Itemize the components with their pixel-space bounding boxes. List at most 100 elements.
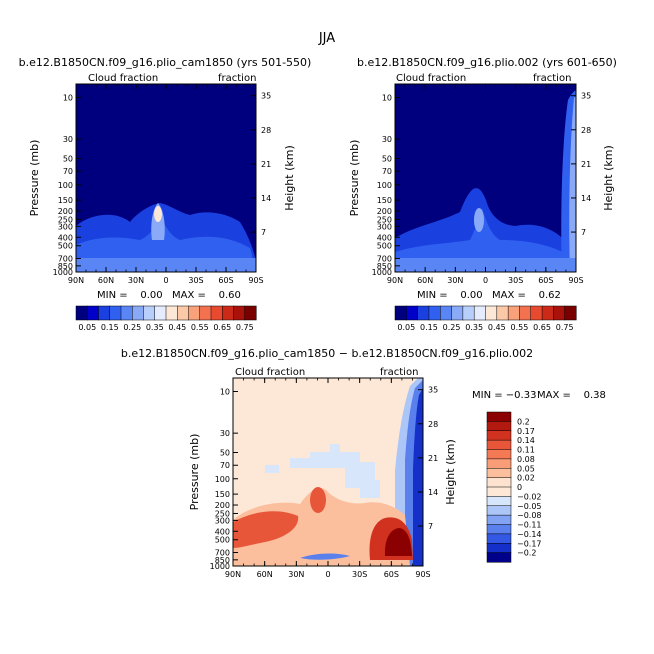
colorbar-label: 0.75 — [556, 323, 574, 332]
colorbar-swatch — [451, 305, 464, 321]
y-tick-label: 10 — [220, 388, 230, 397]
colorbar-swatch — [541, 305, 554, 321]
panel-2-right-label: fraction — [533, 73, 571, 84]
y-tick-label: 300 — [377, 222, 392, 231]
panel-3-y2label: Height (km) — [444, 439, 457, 505]
colorbar-swatch — [109, 305, 122, 321]
y-tick-label: 700 — [377, 254, 392, 263]
y-tick-label: 250 — [215, 509, 230, 518]
x-tick-label: 90S — [248, 276, 263, 285]
panel-1-colorbar: 0.05 0.15 0.25 0.35 0.45 0.55 0.65 0.75 — [75, 305, 257, 332]
panel-3-positive-core-left — [233, 511, 299, 548]
panel-2-ylabel: Pressure (mb) — [348, 140, 361, 217]
x-tick-label: 0 — [483, 276, 488, 285]
x-tick-label: 60N — [417, 276, 433, 285]
colorbar-swatch — [486, 505, 512, 516]
x-tick-label: 90S — [568, 276, 583, 285]
y2-tick-label: 14 — [261, 194, 271, 203]
panel-1: b.e12.B1850CN.f09_g16.plio_cam1850 (yrs … — [19, 56, 312, 332]
colorbar-swatch — [486, 552, 512, 563]
colorbar-swatch — [417, 305, 430, 321]
colorbar-label: 0.35 — [146, 323, 164, 332]
panel-2-title: b.e12.B1850CN.f09_g16.plio.002 (yrs 601-… — [357, 56, 617, 69]
colorbar-label: 0.75 — [236, 323, 254, 332]
colorbar-swatch — [188, 305, 201, 321]
panel-2-colorbar: 0.05 0.15 0.25 0.35 0.45 0.55 0.65 0.75 — [394, 305, 577, 332]
panel-3-ylabel: Pressure (mb) — [188, 434, 201, 511]
panel-2-plot — [394, 83, 577, 273]
panel-2-x-axis: 90N 60N 30N 0 30S 60S 90S — [387, 84, 584, 285]
colorbar-label: 0.55 — [511, 323, 529, 332]
panel-2: b.e12.B1850CN.f09_g16.plio.002 (yrs 601-… — [348, 56, 617, 332]
colorbar-swatch — [87, 305, 100, 321]
y2-tick-label: 7 — [261, 228, 266, 237]
y2-tick-label: 7 — [581, 228, 586, 237]
colorbar-swatch — [486, 533, 512, 544]
y-tick-label: 400 — [377, 233, 392, 242]
panel-3-polar-column-inner — [413, 388, 423, 566]
colorbar-swatch — [154, 305, 167, 321]
colorbar-swatch — [486, 514, 512, 526]
y2-tick-label: 35 — [261, 92, 271, 101]
x-tick-label: 30N — [447, 276, 463, 285]
colorbar-label: −0.14 — [517, 530, 542, 539]
y2-tick-label: 21 — [581, 160, 591, 169]
y-tick-label: 50 — [220, 448, 230, 457]
colorbar-label: 0.45 — [168, 323, 186, 332]
colorbar-label: −0.2 — [517, 549, 536, 558]
colorbar-swatch — [177, 305, 190, 321]
colorbar-swatch — [394, 305, 407, 321]
colorbar-swatch — [406, 305, 419, 321]
y-tick-label: 100 — [58, 181, 73, 190]
y-tick-label: 850 — [215, 556, 230, 565]
colorbar-swatch — [486, 458, 512, 469]
y-tick-label: 100 — [377, 181, 392, 190]
panel-3-positive-field — [233, 488, 410, 566]
y-tick-label: 50 — [382, 154, 392, 163]
colorbar-label: 0.15 — [101, 323, 119, 332]
colorbar-label: −0.02 — [517, 492, 542, 501]
x-tick-label: 60N — [98, 276, 114, 285]
panel-3-colorbar: 0.20.170.140.110.080.050.020−0.02−0.05−0… — [486, 411, 542, 563]
colorbar-swatch — [496, 305, 509, 321]
panel-1-midlevel-field — [76, 215, 256, 272]
x-tick-label: 30S — [352, 570, 367, 579]
y-tick-label: 400 — [58, 233, 73, 242]
y-tick-label: 50 — [63, 154, 73, 163]
y-tick-label: 250 — [377, 215, 392, 224]
y-tick-label: 70 — [63, 167, 73, 176]
panel-3-max: MAX = 0.38 — [537, 390, 606, 401]
colorbar-label: −0.05 — [517, 502, 542, 511]
colorbar-label: −0.11 — [517, 521, 542, 530]
y-tick-label: 700 — [215, 548, 230, 557]
y2-tick-label: 28 — [581, 126, 591, 135]
y-tick-label: 700 — [58, 254, 73, 263]
y2-tick-label: 21 — [428, 454, 438, 463]
panel-1-plot — [75, 83, 257, 273]
panel-2-polar-core — [569, 96, 576, 272]
x-tick-label: 0 — [163, 276, 168, 285]
panel-3-light-blue-left — [265, 465, 279, 473]
colorbar-label: 0.05 — [397, 323, 415, 332]
y-tick-label: 150 — [377, 196, 392, 205]
y-tick-label: 1000 — [210, 562, 230, 571]
panel-1-ylabel: Pressure (mb) — [28, 140, 41, 217]
y2-tick-label: 7 — [428, 522, 433, 531]
colorbar-swatch — [222, 305, 235, 321]
x-tick-label: 60S — [538, 276, 553, 285]
page-title: JJA — [318, 31, 335, 46]
colorbar-swatch — [486, 496, 512, 507]
panel-3-light-blue-patches — [290, 444, 380, 498]
colorbar-swatch — [486, 543, 512, 554]
x-tick-label: 30S — [508, 276, 523, 285]
panel-2-tropical-core — [474, 208, 484, 232]
y-tick-label: 200 — [58, 207, 73, 216]
colorbar-label: 0.65 — [213, 323, 231, 332]
y2-tick-label: 28 — [428, 420, 438, 429]
y-tick-label: 150 — [215, 490, 230, 499]
colorbar-swatch — [199, 305, 212, 321]
panel-3-right-label: fraction — [380, 367, 418, 378]
x-tick-label: 60N — [257, 570, 273, 579]
